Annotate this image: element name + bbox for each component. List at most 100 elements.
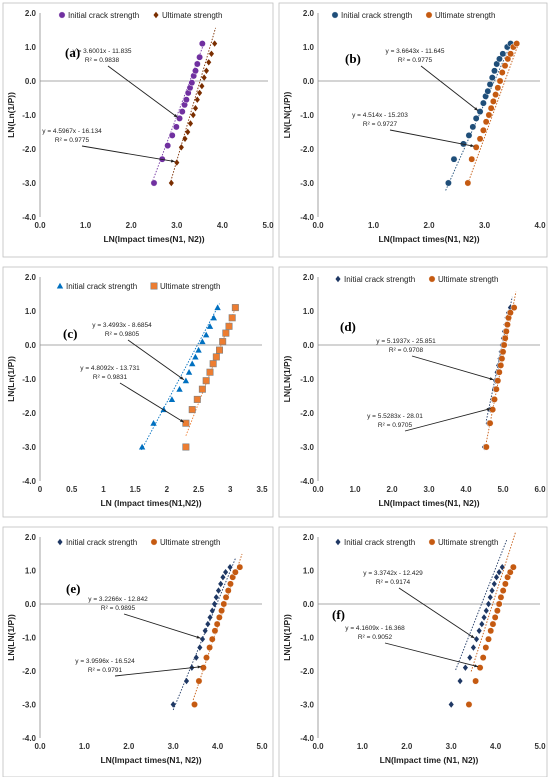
x-tick-label: 4.0 xyxy=(460,485,472,494)
data-point xyxy=(502,327,510,335)
data-point xyxy=(494,84,502,92)
legend-marker xyxy=(428,538,436,546)
chart-panel: -4.0 -3.0 -2.0 -1.0 0.0 1.0 2.0 0.0 1.0 2.0 3.0 4.0… xyxy=(2,2,274,258)
x-tick-label: 6.0 xyxy=(534,485,546,494)
data-point xyxy=(192,105,199,112)
data-point xyxy=(503,321,511,329)
data-point xyxy=(484,87,492,95)
y-axis-title: LN(LN(1/P)) xyxy=(282,355,292,402)
equation-label: y = 3.6643x - 11.645 xyxy=(386,48,445,55)
data-point xyxy=(500,341,508,349)
data-point xyxy=(168,179,174,187)
x-tick-label: 0.0 xyxy=(312,485,324,494)
legend-marker xyxy=(56,282,64,289)
data-point xyxy=(493,574,500,581)
panel-letter: (c) xyxy=(63,326,77,341)
y-tick-label: 2.0 xyxy=(303,9,315,18)
data-point xyxy=(476,108,484,116)
y-tick-label: -4.0 xyxy=(300,213,314,222)
y-tick-label: -2.0 xyxy=(22,667,36,676)
chart-panel: -4.0 -3.0 -2.0 -1.0 0.0 1.0 2.0 0.0 1.0 2.0 3.0 4.0… xyxy=(278,526,548,777)
data-point xyxy=(479,654,487,662)
y-tick-label: 1.0 xyxy=(303,307,315,316)
trendline xyxy=(169,27,216,185)
y-axis-title: LN(Ln(1/P)) xyxy=(6,356,16,402)
data-point xyxy=(193,60,201,68)
legend-marker xyxy=(58,11,66,19)
annotation-arrow xyxy=(114,666,202,677)
data-point xyxy=(494,377,502,385)
equation-label: y = 4.8092x - 13.731 xyxy=(80,365,140,372)
data-point xyxy=(476,627,482,634)
data-point xyxy=(176,114,183,122)
data-point xyxy=(487,594,493,601)
data-point xyxy=(473,635,480,643)
data-point xyxy=(224,587,232,595)
arrow-head xyxy=(179,418,184,423)
data-point xyxy=(485,600,492,608)
y-tick-label: -1.0 xyxy=(300,111,314,120)
equation-label: y = 3.4993x - 8.6854 xyxy=(92,322,152,329)
data-point xyxy=(468,155,476,163)
x-tick-label: 4.0 xyxy=(534,221,546,230)
x-tick-label: 0.0 xyxy=(34,742,46,751)
equation-label: y = 5.5283x - 28.01 xyxy=(367,413,423,420)
data-point xyxy=(448,701,454,708)
legend-label: Initial crack strength xyxy=(344,538,415,547)
data-point xyxy=(208,635,216,643)
x-tick-label: 0 xyxy=(38,485,43,494)
annotation-arrow xyxy=(107,65,178,118)
arrow-head xyxy=(196,635,201,639)
data-point xyxy=(499,348,507,356)
y-tick-label: -2.0 xyxy=(22,145,36,154)
x-axis-title: LN(Impact times(N1, N2)) xyxy=(100,755,201,765)
x-axis-title: LN (Impact times(N1,N2)) xyxy=(100,498,201,508)
data-point xyxy=(195,346,202,353)
legend-marker xyxy=(335,275,341,283)
panel-frame xyxy=(2,266,274,518)
data-point xyxy=(164,142,172,150)
panel-frame xyxy=(278,266,548,518)
x-tick-label: 0.0 xyxy=(312,742,324,751)
data-point xyxy=(501,580,509,588)
data-point xyxy=(192,67,199,75)
y-tick-label: 2.0 xyxy=(303,533,315,542)
y-tick-label: -3.0 xyxy=(22,701,36,710)
data-point xyxy=(488,74,496,82)
x-tick-label: 3.0 xyxy=(171,221,183,230)
data-point xyxy=(489,620,497,628)
data-point xyxy=(506,568,514,576)
y-tick-label: 1.0 xyxy=(25,567,37,576)
data-point xyxy=(495,600,503,608)
panel-letter: (a) xyxy=(65,45,80,60)
legend-label: Ultimate strength xyxy=(160,538,220,547)
data-point xyxy=(476,664,484,672)
data-point xyxy=(222,593,230,601)
x-tick-label: 2.0 xyxy=(423,221,435,230)
x-tick-label: 1.0 xyxy=(357,742,369,751)
data-point xyxy=(150,420,157,426)
r-squared-label: R² = 0.9727 xyxy=(363,121,398,128)
data-point xyxy=(203,67,209,74)
legend-marker xyxy=(150,538,158,546)
x-tick-label: 1.0 xyxy=(80,221,92,230)
r-squared-label: R² = 0.9805 xyxy=(105,331,140,338)
x-axis-title: LN(Impact times(N1, N2)) xyxy=(378,234,479,244)
y-axis-title: LN(LN(1/P)) xyxy=(282,614,292,661)
data-point xyxy=(218,607,226,615)
y-tick-label: -4.0 xyxy=(300,734,314,743)
data-point xyxy=(194,96,200,103)
panel-frame xyxy=(2,526,274,777)
data-point xyxy=(213,620,221,628)
data-point xyxy=(197,644,203,651)
data-point xyxy=(497,593,505,601)
r-squared-label: R² = 0.9708 xyxy=(389,347,424,354)
data-point xyxy=(462,664,468,671)
data-point xyxy=(209,360,217,368)
y-tick-label: -3.0 xyxy=(300,179,314,188)
data-point xyxy=(223,568,229,576)
x-tick-label: 1.5 xyxy=(130,485,142,494)
y-tick-label: 0.0 xyxy=(25,600,37,609)
x-tick-label: 0.5 xyxy=(66,485,78,494)
y-tick-label: 0.0 xyxy=(25,77,37,86)
